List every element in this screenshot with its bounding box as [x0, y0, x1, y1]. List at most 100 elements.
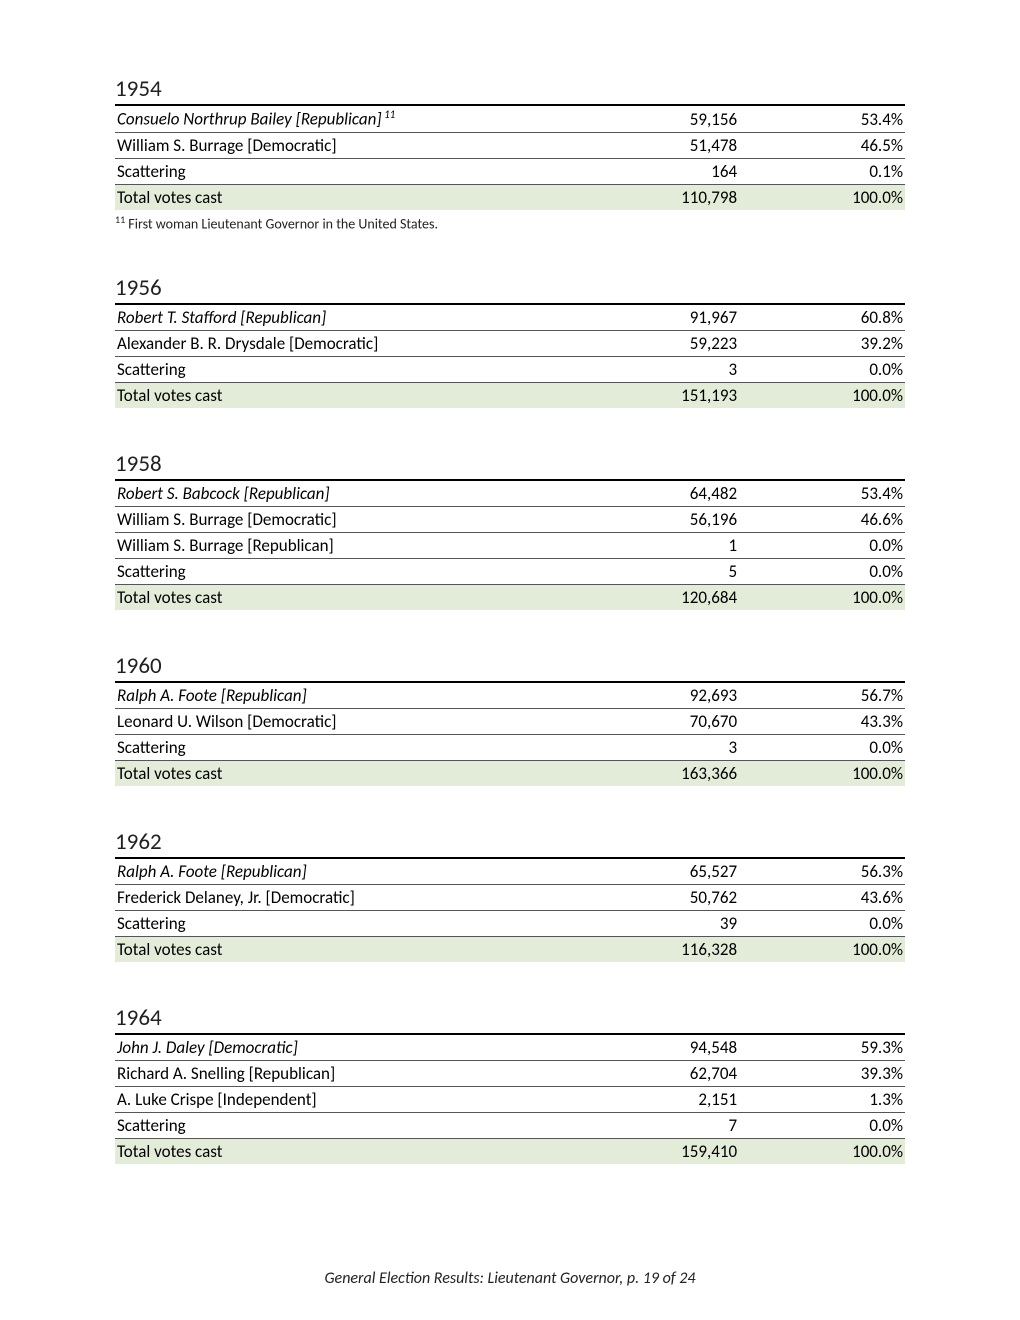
total-percent: 100.0%	[739, 585, 905, 611]
year-block: 1956Robert T. Stafford [Republican]91,96…	[115, 274, 905, 408]
total-row: Total votes cast120,684100.0%	[115, 585, 905, 611]
total-votes: 159,410	[573, 1139, 739, 1165]
candidate-name: Scattering	[115, 357, 573, 383]
candidate-name: Scattering	[115, 1113, 573, 1139]
candidate-name: William S. Burrage [Republican]	[115, 533, 573, 559]
vote-percent: 0.0%	[739, 357, 905, 383]
total-row: Total votes cast110,798100.0%	[115, 184, 905, 210]
candidate-name: A. Luke Crispe [Independent]	[115, 1087, 573, 1113]
vote-percent: 46.6%	[739, 507, 905, 533]
vote-count: 5	[573, 559, 739, 585]
results-table: Robert S. Babcock [Republican]64,48253.4…	[115, 481, 905, 610]
results-table: Ralph A. Foote [Republican]65,52756.3%Fr…	[115, 859, 905, 962]
candidate-name: Scattering	[115, 158, 573, 184]
candidate-name: Ralph A. Foote [Republican]	[115, 859, 573, 885]
table-row: Ralph A. Foote [Republican]92,69356.7%	[115, 683, 905, 709]
vote-percent: 39.2%	[739, 331, 905, 357]
results-table: Consuelo Northrup Bailey [Republican] 11…	[115, 106, 905, 210]
results-table: Robert T. Stafford [Republican]91,96760.…	[115, 305, 905, 408]
total-votes: 120,684	[573, 585, 739, 611]
year-block: 1964John J. Daley [Democratic]94,54859.3…	[115, 1004, 905, 1164]
candidate-name: William S. Burrage [Democratic]	[115, 507, 573, 533]
candidate-name: William S. Burrage [Democratic]	[115, 132, 573, 158]
total-row: Total votes cast163,366100.0%	[115, 761, 905, 787]
table-row: Robert T. Stafford [Republican]91,96760.…	[115, 305, 905, 331]
vote-percent: 56.3%	[739, 859, 905, 885]
candidate-name: Consuelo Northrup Bailey [Republican] 11	[115, 106, 573, 132]
total-row: Total votes cast116,328100.0%	[115, 937, 905, 963]
table-row: Consuelo Northrup Bailey [Republican] 11…	[115, 106, 905, 132]
vote-count: 2,151	[573, 1087, 739, 1113]
candidate-name: Frederick Delaney, Jr. [Democratic]	[115, 885, 573, 911]
candidate-name: John J. Daley [Democratic]	[115, 1035, 573, 1061]
table-row: Scattering30.0%	[115, 357, 905, 383]
table-row: Scattering1640.1%	[115, 158, 905, 184]
footnote-ref: 11	[382, 108, 396, 121]
vote-count: 56,196	[573, 507, 739, 533]
results-table: Ralph A. Foote [Republican]92,69356.7%Le…	[115, 683, 905, 786]
candidate-name: Robert T. Stafford [Republican]	[115, 305, 573, 331]
candidate-name: Scattering	[115, 735, 573, 761]
table-row: Alexander B. R. Drysdale [Democratic]59,…	[115, 331, 905, 357]
total-percent: 100.0%	[739, 184, 905, 210]
candidate-name: Scattering	[115, 911, 573, 937]
year-block: 1962Ralph A. Foote [Republican]65,52756.…	[115, 828, 905, 962]
vote-percent: 0.0%	[739, 533, 905, 559]
table-row: Scattering390.0%	[115, 911, 905, 937]
total-label: Total votes cast	[115, 937, 573, 963]
table-row: Frederick Delaney, Jr. [Democratic]50,76…	[115, 885, 905, 911]
table-row: William S. Burrage [Democratic]51,47846.…	[115, 132, 905, 158]
table-row: Robert S. Babcock [Republican]64,48253.4…	[115, 481, 905, 507]
vote-count: 164	[573, 158, 739, 184]
total-row: Total votes cast151,193100.0%	[115, 383, 905, 409]
vote-percent: 43.3%	[739, 709, 905, 735]
year-heading: 1964	[115, 1004, 905, 1035]
candidate-name: Alexander B. R. Drysdale [Democratic]	[115, 331, 573, 357]
year-heading: 1958	[115, 450, 905, 481]
page-footer: General Election Results: Lieutenant Gov…	[0, 1269, 1020, 1288]
table-row: A. Luke Crispe [Independent]2,1511.3%	[115, 1087, 905, 1113]
total-label: Total votes cast	[115, 585, 573, 611]
vote-percent: 59.3%	[739, 1035, 905, 1061]
candidate-name: Richard A. Snelling [Republican]	[115, 1061, 573, 1087]
vote-count: 51,478	[573, 132, 739, 158]
total-votes: 151,193	[573, 383, 739, 409]
vote-percent: 1.3%	[739, 1087, 905, 1113]
vote-percent: 0.1%	[739, 158, 905, 184]
total-votes: 116,328	[573, 937, 739, 963]
vote-percent: 0.0%	[739, 1113, 905, 1139]
total-votes: 110,798	[573, 184, 739, 210]
vote-count: 50,762	[573, 885, 739, 911]
vote-percent: 60.8%	[739, 305, 905, 331]
year-heading: 1956	[115, 274, 905, 305]
vote-percent: 0.0%	[739, 559, 905, 585]
year-block: 1960Ralph A. Foote [Republican]92,69356.…	[115, 652, 905, 786]
vote-count: 1	[573, 533, 739, 559]
total-label: Total votes cast	[115, 383, 573, 409]
vote-count: 3	[573, 735, 739, 761]
year-block: 1958Robert S. Babcock [Republican]64,482…	[115, 450, 905, 610]
table-row: Ralph A. Foote [Republican]65,52756.3%	[115, 859, 905, 885]
vote-count: 59,223	[573, 331, 739, 357]
candidate-name: Ralph A. Foote [Republican]	[115, 683, 573, 709]
year-heading: 1962	[115, 828, 905, 859]
vote-percent: 39.3%	[739, 1061, 905, 1087]
total-label: Total votes cast	[115, 761, 573, 787]
results-table: John J. Daley [Democratic]94,54859.3%Ric…	[115, 1035, 905, 1164]
table-row: Scattering30.0%	[115, 735, 905, 761]
table-row: Leonard U. Wilson [Democratic]70,67043.3…	[115, 709, 905, 735]
year-heading: 1960	[115, 652, 905, 683]
total-label: Total votes cast	[115, 184, 573, 210]
vote-percent: 43.6%	[739, 885, 905, 911]
election-blocks-container: 1954Consuelo Northrup Bailey [Republican…	[115, 75, 905, 1164]
vote-percent: 53.4%	[739, 481, 905, 507]
table-row: Richard A. Snelling [Republican]62,70439…	[115, 1061, 905, 1087]
vote-count: 7	[573, 1113, 739, 1139]
year-heading: 1954	[115, 75, 905, 106]
table-row: William S. Burrage [Republican]10.0%	[115, 533, 905, 559]
vote-count: 59,156	[573, 106, 739, 132]
vote-count: 3	[573, 357, 739, 383]
vote-count: 64,482	[573, 481, 739, 507]
year-block: 1954Consuelo Northrup Bailey [Republican…	[115, 75, 905, 232]
candidate-name: Leonard U. Wilson [Democratic]	[115, 709, 573, 735]
